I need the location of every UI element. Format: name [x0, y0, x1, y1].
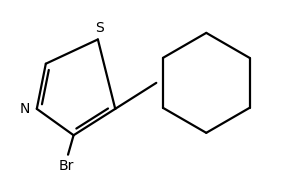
Text: Br: Br — [59, 159, 74, 173]
Text: S: S — [96, 20, 104, 35]
Text: N: N — [19, 102, 30, 116]
